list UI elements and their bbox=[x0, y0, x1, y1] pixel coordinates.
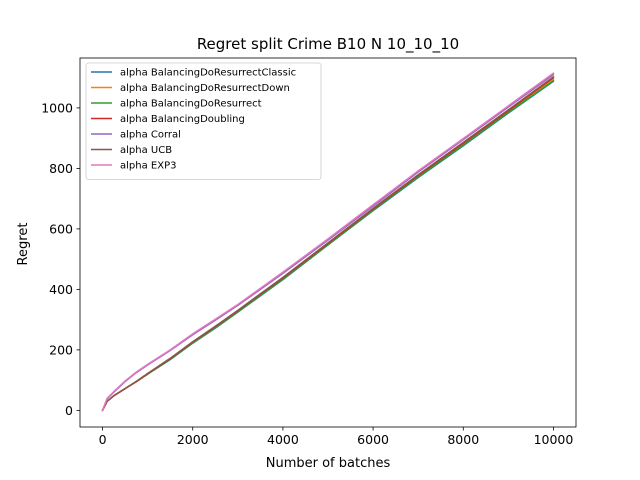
legend-box bbox=[85, 62, 322, 180]
plot-frame bbox=[79, 57, 577, 428]
y-tick-label-2: 400 bbox=[49, 282, 73, 297]
series-line-6 bbox=[101, 72, 555, 412]
x-tick-label-4: 8000 bbox=[447, 432, 479, 447]
legend-label-6: alpha EXP3 bbox=[120, 161, 176, 172]
x-axis-label: Number of batches bbox=[266, 456, 391, 471]
legend-label-5: alpha UCB bbox=[120, 145, 172, 156]
legend-label-4: alpha Corral bbox=[120, 130, 181, 141]
legend-label-3: alpha BalancingDoubling bbox=[120, 114, 245, 125]
series-line-5 bbox=[101, 76, 555, 412]
y-tick-label-1: 200 bbox=[49, 342, 73, 357]
y-tick-label-5: 1000 bbox=[41, 100, 73, 115]
y-tick-label-4: 800 bbox=[49, 161, 73, 176]
x-tick-label-5: 10000 bbox=[534, 432, 574, 447]
legend-label-1: alpha BalancingDoResurrectDown bbox=[120, 83, 290, 94]
x-tick-label-3: 6000 bbox=[357, 432, 389, 447]
x-tick-label-1: 2000 bbox=[177, 432, 209, 447]
series-layer bbox=[101, 72, 555, 412]
y-tick-label-3: 600 bbox=[49, 221, 73, 236]
axes-layer: 0 2000 4000 6000 8000 10000 0 200 400 600 800 1000 bbox=[41, 57, 577, 447]
x-tick-label-2: 4000 bbox=[267, 432, 299, 447]
chart-title: Regret split Crime B10 N 10_10_10 bbox=[197, 35, 459, 54]
y-tick-label-0: 0 bbox=[65, 403, 73, 418]
x-tick-label-0: 0 bbox=[99, 432, 107, 447]
legend: alpha BalancingDoResurrectClassic alpha B… bbox=[85, 62, 322, 180]
legend-label-2: alpha BalancingDoResurrect bbox=[120, 99, 262, 110]
y-axis-label: Regret bbox=[16, 223, 31, 266]
legend-label-0: alpha BalancingDoResurrectClassic bbox=[120, 68, 296, 79]
